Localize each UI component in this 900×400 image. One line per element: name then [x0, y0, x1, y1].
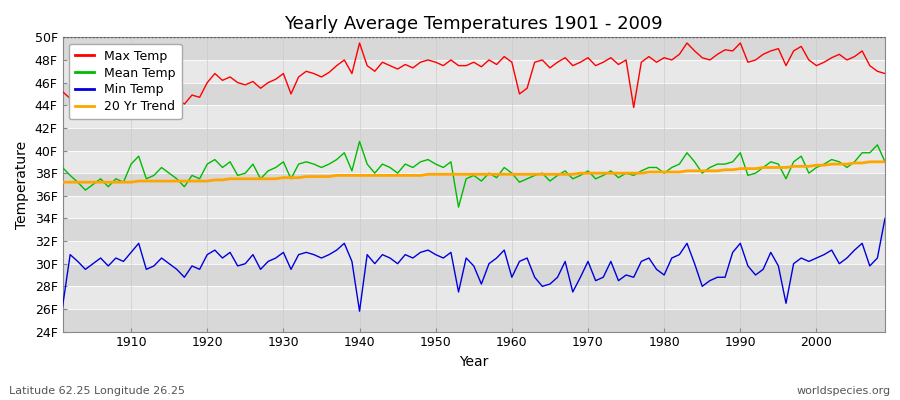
Legend: Max Temp, Mean Temp, Min Temp, 20 Yr Trend: Max Temp, Mean Temp, Min Temp, 20 Yr Tre…	[68, 44, 182, 119]
Bar	[62, 241, 885, 264]
Y-axis label: Temperature: Temperature	[15, 140, 29, 228]
Bar	[62, 150, 885, 173]
X-axis label: Year: Year	[459, 355, 489, 369]
Bar	[62, 60, 885, 83]
Bar	[62, 83, 885, 105]
Bar	[62, 173, 885, 196]
Bar	[62, 128, 885, 150]
Text: worldspecies.org: worldspecies.org	[796, 386, 891, 396]
Bar	[62, 218, 885, 241]
Bar	[62, 264, 885, 286]
Bar	[62, 286, 885, 309]
Text: Latitude 62.25 Longitude 26.25: Latitude 62.25 Longitude 26.25	[9, 386, 185, 396]
Bar	[62, 309, 885, 332]
Bar	[62, 37, 885, 60]
Title: Yearly Average Temperatures 1901 - 2009: Yearly Average Temperatures 1901 - 2009	[284, 15, 663, 33]
Bar	[62, 196, 885, 218]
Bar	[62, 105, 885, 128]
